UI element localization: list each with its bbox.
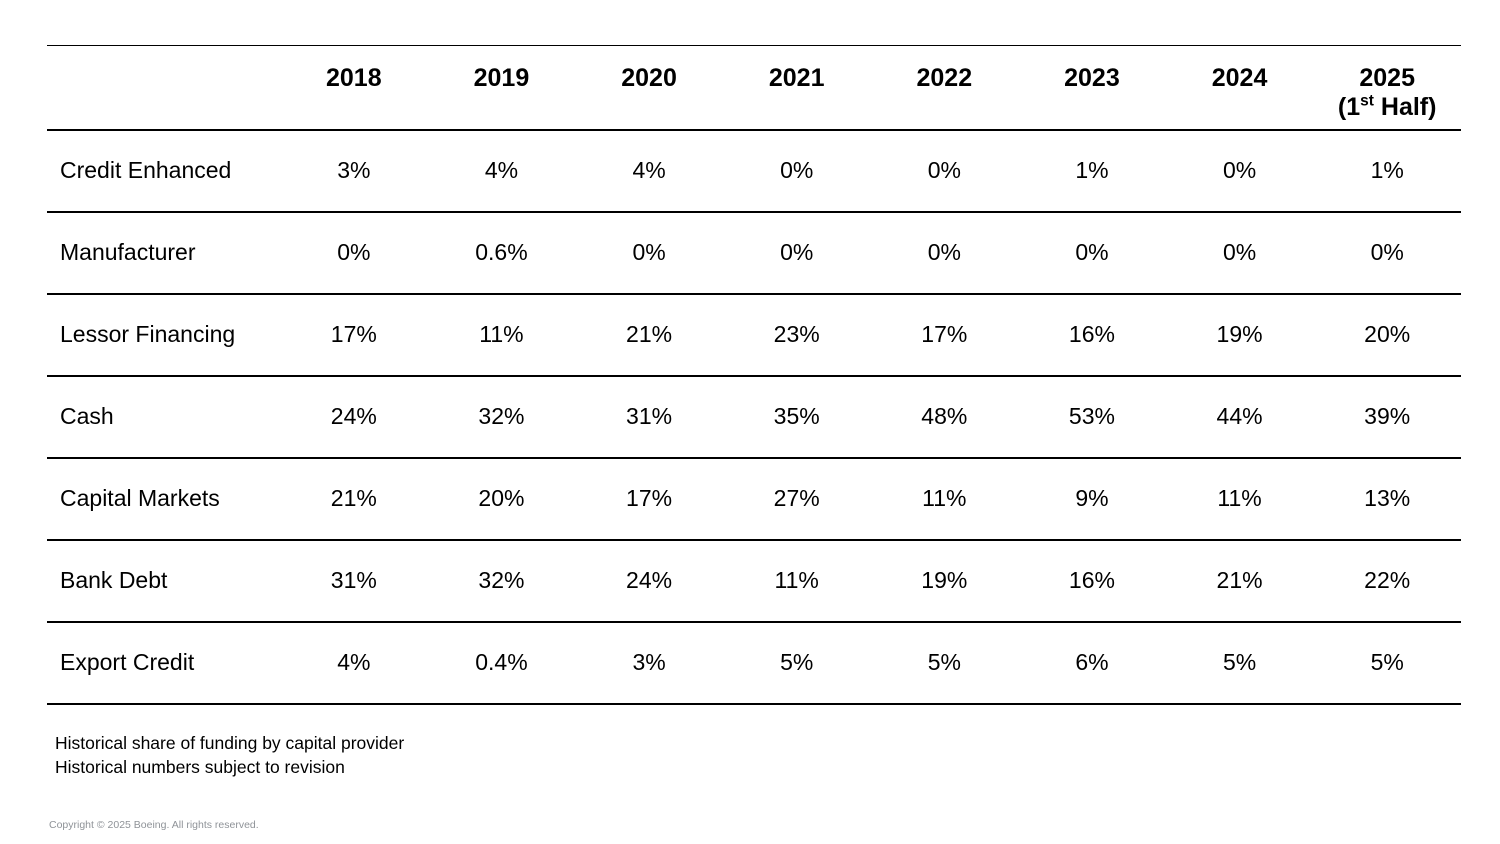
value-cell: 5% (722, 621, 871, 705)
value-cell: 0% (870, 211, 1019, 295)
value-cell: 16% (1018, 539, 1166, 623)
footnote-line-1: Historical share of funding by capital p… (55, 733, 405, 753)
table-row: Bank Debt 31% 32% 24% 11% 19% 16% 21% 22% (47, 539, 1461, 623)
value-cell: 0% (1165, 129, 1314, 213)
value-cell: 3% (575, 621, 723, 705)
value-cell: 0% (575, 211, 723, 295)
value-cell: 4% (280, 621, 428, 705)
row-label: Manufacturer (47, 211, 280, 295)
row-label: Lessor Financing (47, 293, 280, 377)
value-cell: 53% (1018, 375, 1166, 459)
header-year-2019: 2019 (427, 45, 576, 131)
value-cell: 0.4% (427, 621, 576, 705)
value-cell: 3% (280, 129, 428, 213)
value-cell: 1% (1313, 129, 1461, 213)
value-cell: 0% (1313, 211, 1461, 295)
value-cell: 11% (722, 539, 871, 623)
value-cell: 4% (575, 129, 723, 213)
row-label: Bank Debt (47, 539, 280, 623)
table-row: Export Credit 4% 0.4% 3% 5% 5% 6% 5% 5% (47, 621, 1461, 705)
header-year-2025-line1: 2025 (1359, 64, 1415, 92)
header-year-2025: 2025 (1st Half) (1313, 45, 1461, 131)
row-label: Export Credit (47, 621, 280, 705)
row-label: Capital Markets (47, 457, 280, 541)
table-row: Cash 24% 32% 31% 35% 48% 53% 44% 39% (47, 375, 1461, 459)
value-cell: 6% (1018, 621, 1166, 705)
value-cell: 44% (1165, 375, 1314, 459)
header-year-2025-superscript: st (1360, 92, 1374, 110)
value-cell: 9% (1018, 457, 1166, 541)
row-label: Credit Enhanced (47, 129, 280, 213)
value-cell: 21% (575, 293, 723, 377)
value-cell: 0% (870, 129, 1019, 213)
value-cell: 19% (870, 539, 1019, 623)
table-header-row: 2018 2019 2020 2021 2022 2023 2024 2025 (1st H… (47, 45, 1461, 131)
header-year-2021: 2021 (722, 45, 871, 131)
header-year-2023: 2023 (1018, 45, 1166, 131)
value-cell: 24% (575, 539, 723, 623)
value-cell: 16% (1018, 293, 1166, 377)
value-cell: 0.6% (427, 211, 576, 295)
value-cell: 20% (427, 457, 576, 541)
value-cell: 17% (575, 457, 723, 541)
header-year-2022: 2022 (870, 45, 1019, 131)
table-row: Lessor Financing 17% 11% 21% 23% 17% 16% 19% 20% (47, 293, 1461, 377)
table-body: Credit Enhanced 3% 4% 4% 0% 0% 1% 0% 1% Manufactu… (47, 129, 1461, 705)
header-empty-cell (47, 45, 280, 131)
value-cell: 21% (1165, 539, 1314, 623)
footnote-line-2: Historical numbers subject to revision (55, 757, 345, 777)
value-cell: 5% (1165, 621, 1314, 705)
value-cell: 11% (427, 293, 576, 377)
copyright-text: Copyright © 2025 Boeing. All rights rese… (49, 819, 259, 831)
funding-share-table: 2018 2019 2020 2021 2022 2023 2024 2025 (1st H… (47, 45, 1461, 705)
value-cell: 32% (427, 539, 576, 623)
header-year-2024: 2024 (1165, 45, 1314, 131)
value-cell: 48% (870, 375, 1019, 459)
value-cell: 21% (280, 457, 428, 541)
header-year-2025-suffix: Half) (1373, 93, 1437, 121)
value-cell: 5% (870, 621, 1019, 705)
value-cell: 31% (575, 375, 723, 459)
value-cell: 1% (1018, 129, 1166, 213)
value-cell: 17% (870, 293, 1019, 377)
value-cell: 35% (722, 375, 871, 459)
header-year-2025-prefix: (1 (1337, 93, 1361, 121)
value-cell: 13% (1313, 457, 1461, 541)
value-cell: 24% (280, 375, 428, 459)
value-cell: 0% (722, 211, 871, 295)
value-cell: 5% (1313, 621, 1461, 705)
value-cell: 0% (280, 211, 428, 295)
value-cell: 31% (280, 539, 428, 623)
value-cell: 11% (870, 457, 1019, 541)
value-cell: 0% (722, 129, 871, 213)
value-cell: 22% (1313, 539, 1461, 623)
row-label: Cash (47, 375, 280, 459)
value-cell: 20% (1313, 293, 1461, 377)
value-cell: 11% (1165, 457, 1314, 541)
value-cell: 0% (1165, 211, 1314, 295)
value-cell: 4% (427, 129, 576, 213)
table-row: Capital Markets 21% 20% 17% 27% 11% 9% 11% 13% (47, 457, 1461, 541)
value-cell: 39% (1313, 375, 1461, 459)
header-year-2020: 2020 (575, 45, 723, 131)
value-cell: 19% (1165, 293, 1314, 377)
value-cell: 0% (1018, 211, 1166, 295)
table-row: Credit Enhanced 3% 4% 4% 0% 0% 1% 0% 1% (47, 129, 1461, 213)
value-cell: 23% (722, 293, 871, 377)
footnotes: Historical share of funding by capital p… (55, 731, 404, 779)
header-year-2018: 2018 (280, 45, 428, 131)
value-cell: 17% (280, 293, 428, 377)
header-year-2025-line2: (1st Half) (1313, 93, 1461, 122)
table-row: Manufacturer 0% 0.6% 0% 0% 0% 0% 0% 0% (47, 211, 1461, 295)
value-cell: 32% (427, 375, 576, 459)
value-cell: 27% (722, 457, 871, 541)
